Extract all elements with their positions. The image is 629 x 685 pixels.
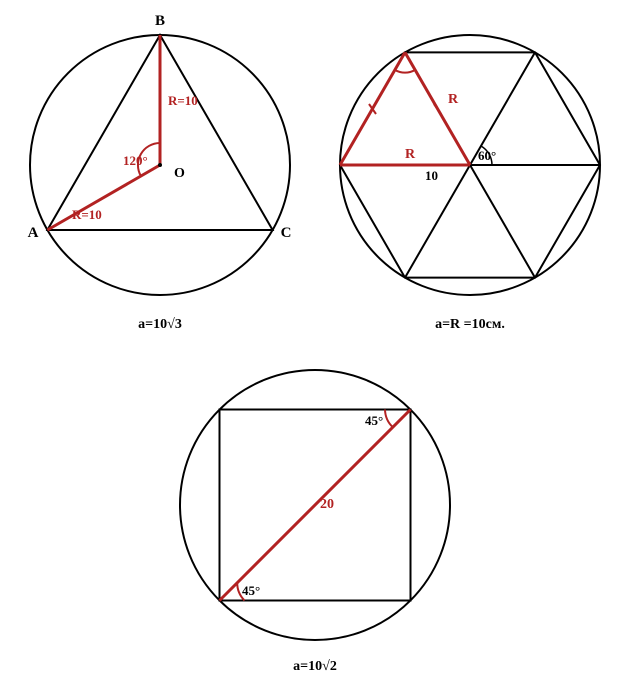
caption-2: a=R =10см. — [435, 317, 505, 332]
label-angle-60: 60° — [478, 148, 496, 163]
diagram-square: 45° 45° 20 a=10√2 — [160, 345, 470, 685]
label-angle-120: 120° — [123, 153, 148, 168]
triangle-svg: B A C O R=10 R=10 120° a=10√3 — [10, 5, 310, 335]
angle-arc-45-top — [385, 410, 393, 428]
square-svg: 45° 45° 20 a=10√2 — [160, 345, 470, 680]
hex-top-arc — [395, 70, 415, 73]
center-point — [158, 163, 162, 167]
caption-1: a=10√3 — [138, 317, 182, 332]
tick-1 — [434, 104, 441, 114]
hexagon-svg: R R 10 60° a=R =10см. — [315, 5, 625, 335]
label-side-10: 10 — [425, 168, 438, 183]
label-a: A — [28, 225, 39, 241]
label-r2-hex: R — [405, 147, 416, 162]
label-angle45-top: 45° — [365, 413, 383, 428]
label-c: C — [281, 225, 292, 241]
label-r-ob: R=10 — [168, 93, 198, 108]
square-diagonal — [220, 410, 411, 601]
label-r-oa: R=10 — [72, 207, 102, 222]
diagram-triangle: B A C O R=10 R=10 120° a=10√3 — [10, 5, 310, 340]
diagram-hexagon: R R 10 60° a=R =10см. — [315, 5, 625, 340]
label-diag-20: 20 — [320, 497, 334, 512]
caption-3: a=10√2 — [293, 659, 337, 674]
label-o: O — [174, 166, 185, 181]
label-b: B — [155, 13, 165, 29]
label-r1-hex: R — [448, 92, 459, 107]
radius-oa — [47, 165, 160, 230]
label-angle45-bottom: 45° — [242, 583, 260, 598]
